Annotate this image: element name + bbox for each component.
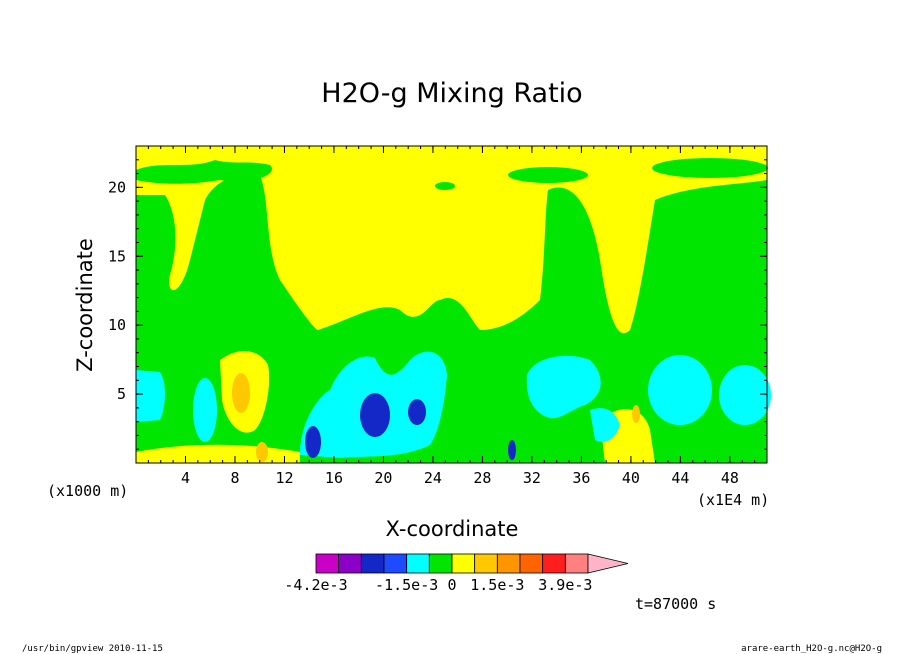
contour-orange-3: [632, 405, 640, 423]
x-scale-note: (x1E4 m): [697, 491, 769, 509]
colorbar-swatch: [519, 553, 544, 574]
footer-right: arare-earth_H2O-g.nc@H2O-g: [741, 644, 882, 654]
contour-cyan-right: [526, 355, 601, 419]
y-tick-label: 10: [108, 316, 126, 334]
x-axis-label: X-coordinate: [386, 517, 519, 541]
contour-orange-1: [232, 373, 250, 413]
colorbar-swatch: [315, 553, 340, 574]
colorbar-swatch: [338, 553, 362, 574]
x-tick-label: 8: [230, 469, 239, 487]
contour-green-top-cap: [508, 167, 588, 183]
colorbar-swatch: [564, 553, 589, 574]
contour-cyan-right-lower: [590, 408, 620, 442]
x-tick-label: 24: [424, 469, 442, 487]
colorbar-label: 1.5e-3: [470, 576, 524, 594]
contour-blue-3: [408, 399, 426, 425]
colorbar-labels: -4.2e-3 -1.5e-3 0 1.5e-3 3.9e-3: [284, 576, 592, 594]
contour-blue-4: [508, 440, 516, 460]
x-tick-label: 12: [275, 469, 293, 487]
axis-ticks: [136, 146, 767, 463]
x-tick-label: 40: [622, 469, 640, 487]
colorbar-swatch: [451, 553, 476, 574]
x-tick-label: 20: [374, 469, 392, 487]
contour-cyan-left: [136, 370, 165, 422]
colorbar-swatch: [474, 553, 498, 574]
x-tick-label: 48: [721, 469, 739, 487]
colorbar-label: -1.5e-3: [375, 576, 438, 594]
colorbar-swatch: [383, 553, 408, 574]
x-tick-label: 36: [572, 469, 590, 487]
plot-frame: [135, 145, 768, 464]
colorbar-label: 3.9e-3: [538, 576, 592, 594]
contour-blue-1: [305, 426, 321, 458]
contour-green-topband: [136, 160, 272, 184]
contour-cyan-far-right-2: [719, 365, 771, 425]
y-tick-label: 20: [108, 178, 126, 196]
colorbar-swatch: [542, 553, 566, 574]
x-tick-label: 28: [473, 469, 491, 487]
x-tick-label: 16: [325, 469, 343, 487]
y-axis-label: Z-coordinate: [73, 238, 97, 372]
footer-left: /usr/bin/gpview 2010-11-15: [22, 644, 163, 654]
x-tick-label: 4: [181, 469, 190, 487]
y-tick-label: 15: [108, 247, 126, 265]
contour-green-dot: [435, 182, 455, 190]
y-tick-label: 5: [117, 385, 126, 403]
contour-cyan-far-right-1: [648, 355, 712, 425]
colorbar-swatch: [360, 553, 385, 574]
contour-yellow-upper: [136, 146, 767, 334]
colorbar-swatch: [496, 553, 521, 574]
x-tick-label: 44: [671, 469, 689, 487]
contour-blue-2: [360, 393, 390, 437]
colorbar-label: -4.2e-3: [284, 576, 347, 594]
colorbar-extend-arrow: [587, 553, 629, 574]
colorbar-label: 0: [447, 576, 456, 594]
contour-cyan-small: [193, 378, 217, 442]
colorbar: [315, 553, 629, 574]
contour-orange-2: [256, 442, 268, 462]
time-label: t=87000 s: [635, 595, 716, 613]
chart-title: H2O-g Mixing Ratio: [321, 78, 582, 109]
plot-area: [135, 145, 771, 464]
colorbar-swatch: [406, 553, 430, 574]
colorbar-swatch: [428, 553, 453, 574]
x-unit-label: (x1000 m): [47, 482, 128, 500]
x-tick-label: 32: [523, 469, 541, 487]
contour-green-top-right: [652, 158, 768, 178]
